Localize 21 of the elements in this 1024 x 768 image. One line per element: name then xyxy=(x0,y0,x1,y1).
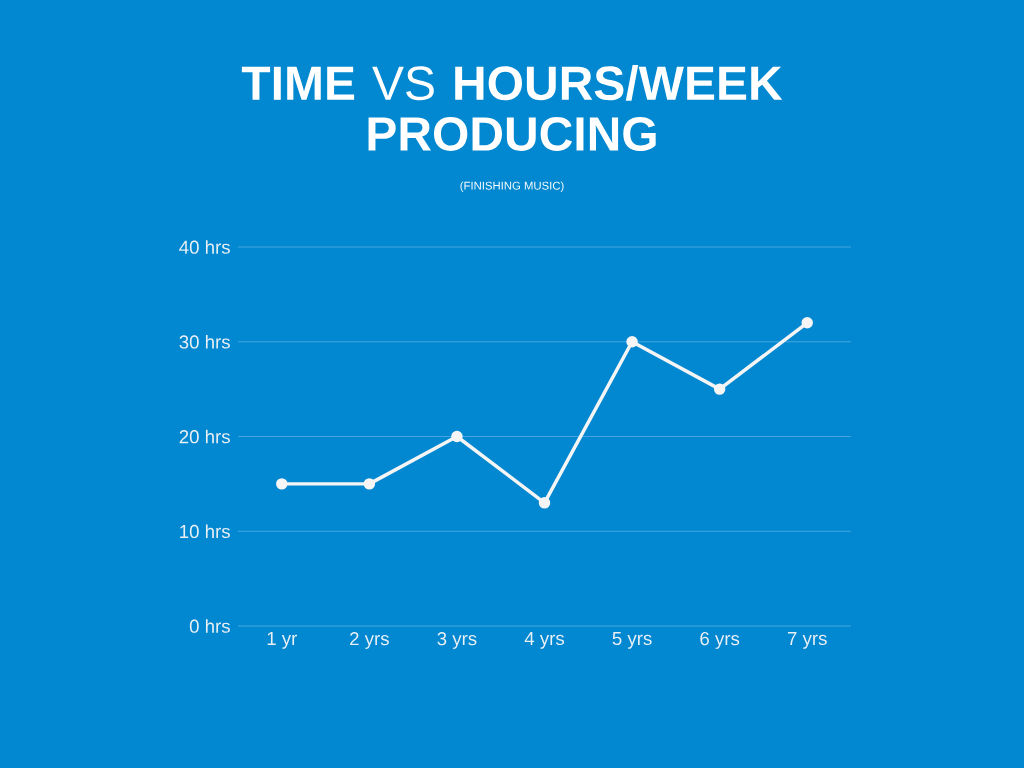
x-tick-label: 4 yrs xyxy=(524,632,565,649)
y-tick-label: 10 hrs xyxy=(180,524,230,539)
point xyxy=(626,336,638,348)
y-tick-label: 0 hrs xyxy=(189,619,230,633)
point xyxy=(713,383,726,395)
chart-title: TIME VS HOURS/WEEK PRODUCING xyxy=(241,65,783,151)
chart-subtitle: (FINISHING MUSIC) xyxy=(460,181,564,192)
y-tick-label: 40 hrs xyxy=(179,240,230,254)
x-tick-label: 6 yrs xyxy=(700,632,740,649)
x-tick-label: 5 yrs xyxy=(612,632,652,649)
point xyxy=(801,317,813,329)
y-tick-label: 20 hrs xyxy=(179,429,230,444)
point xyxy=(538,497,551,509)
y-tick-label: 30 hrs xyxy=(179,334,230,349)
x-tick-label: 7 yrs xyxy=(787,632,827,649)
x-tick-label: 2 yrs xyxy=(350,632,389,649)
point xyxy=(276,478,288,490)
x-tick-label: 1 yr xyxy=(267,632,298,649)
point xyxy=(363,478,376,490)
point xyxy=(451,430,463,443)
x-tick-label: 3 yrs xyxy=(437,632,477,649)
